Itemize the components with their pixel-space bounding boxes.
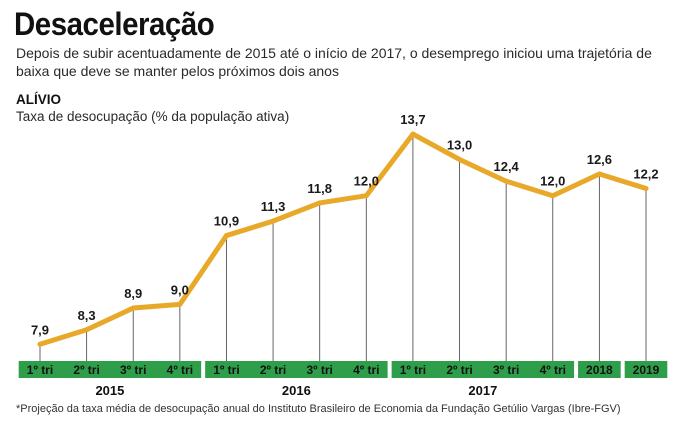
y-axis-label: Taxa de desocupação (% da população ativ…	[16, 109, 290, 124]
x-tick-label: 2019	[633, 363, 660, 377]
data-label: 13,7	[400, 112, 425, 127]
data-point	[177, 301, 183, 307]
data-point	[503, 178, 509, 184]
data-label: 7,9	[31, 322, 49, 337]
x-tick-label: 2º tri	[446, 363, 472, 377]
data-label: 9,0	[171, 282, 189, 297]
data-label: 13,0	[447, 137, 472, 152]
data-point	[317, 200, 323, 206]
page-subtitle: Depois de subir acentuadamente de 2015 a…	[16, 45, 652, 79]
data-point	[130, 305, 136, 311]
footnote: *Projeção da taxa média de desocupação a…	[16, 403, 621, 415]
data-label: 12,2	[633, 166, 658, 181]
data-label: 12,0	[354, 174, 379, 189]
period-band	[205, 361, 388, 378]
series-line	[37, 131, 649, 347]
x-tick-label: 2º tri	[260, 363, 286, 377]
data-label: 11,3	[261, 199, 286, 214]
x-tick-label: 4º tri	[540, 363, 566, 377]
data-point	[410, 131, 416, 137]
year-group-label: 2017	[468, 383, 497, 398]
data-label: 8,9	[124, 286, 142, 301]
x-tick-label: 3º tri	[493, 363, 519, 377]
data-label: 10,9	[214, 214, 239, 229]
data-point	[457, 156, 463, 162]
x-tick-label: 3º tri	[306, 363, 332, 377]
data-point	[363, 193, 369, 199]
x-tick-label: 1º tri	[400, 363, 426, 377]
year-group-label: 2015	[95, 383, 124, 398]
period-band	[578, 361, 621, 378]
year-group-label: 2016	[282, 383, 311, 398]
data-point	[223, 233, 229, 239]
period-band	[18, 361, 202, 378]
x-tick-label: 4º tri	[167, 363, 193, 377]
data-label: 12,6	[587, 152, 612, 167]
period-band	[391, 361, 575, 378]
chart-title: ALÍVIO	[16, 92, 62, 107]
x-tick-label: 2018	[586, 363, 613, 377]
data-point	[84, 327, 90, 333]
x-tick-label: 1º tri	[27, 363, 53, 377]
data-label: 12,4	[493, 159, 519, 174]
data-label: 11,8	[307, 181, 332, 196]
x-tick-label: 4º tri	[353, 363, 379, 377]
x-tick-label: 3º tri	[120, 363, 146, 377]
page-title: Desaceleração	[14, 6, 215, 42]
data-label: 8,3	[78, 308, 96, 323]
data-label: 12,0	[540, 174, 565, 189]
data-point	[643, 185, 649, 191]
data-point	[37, 341, 43, 347]
data-point	[596, 171, 602, 177]
data-point	[270, 218, 276, 224]
data-point	[550, 193, 556, 199]
x-tick-label: 2º tri	[73, 363, 99, 377]
x-tick-label: 1º tri	[213, 363, 239, 377]
period-band	[624, 361, 668, 378]
